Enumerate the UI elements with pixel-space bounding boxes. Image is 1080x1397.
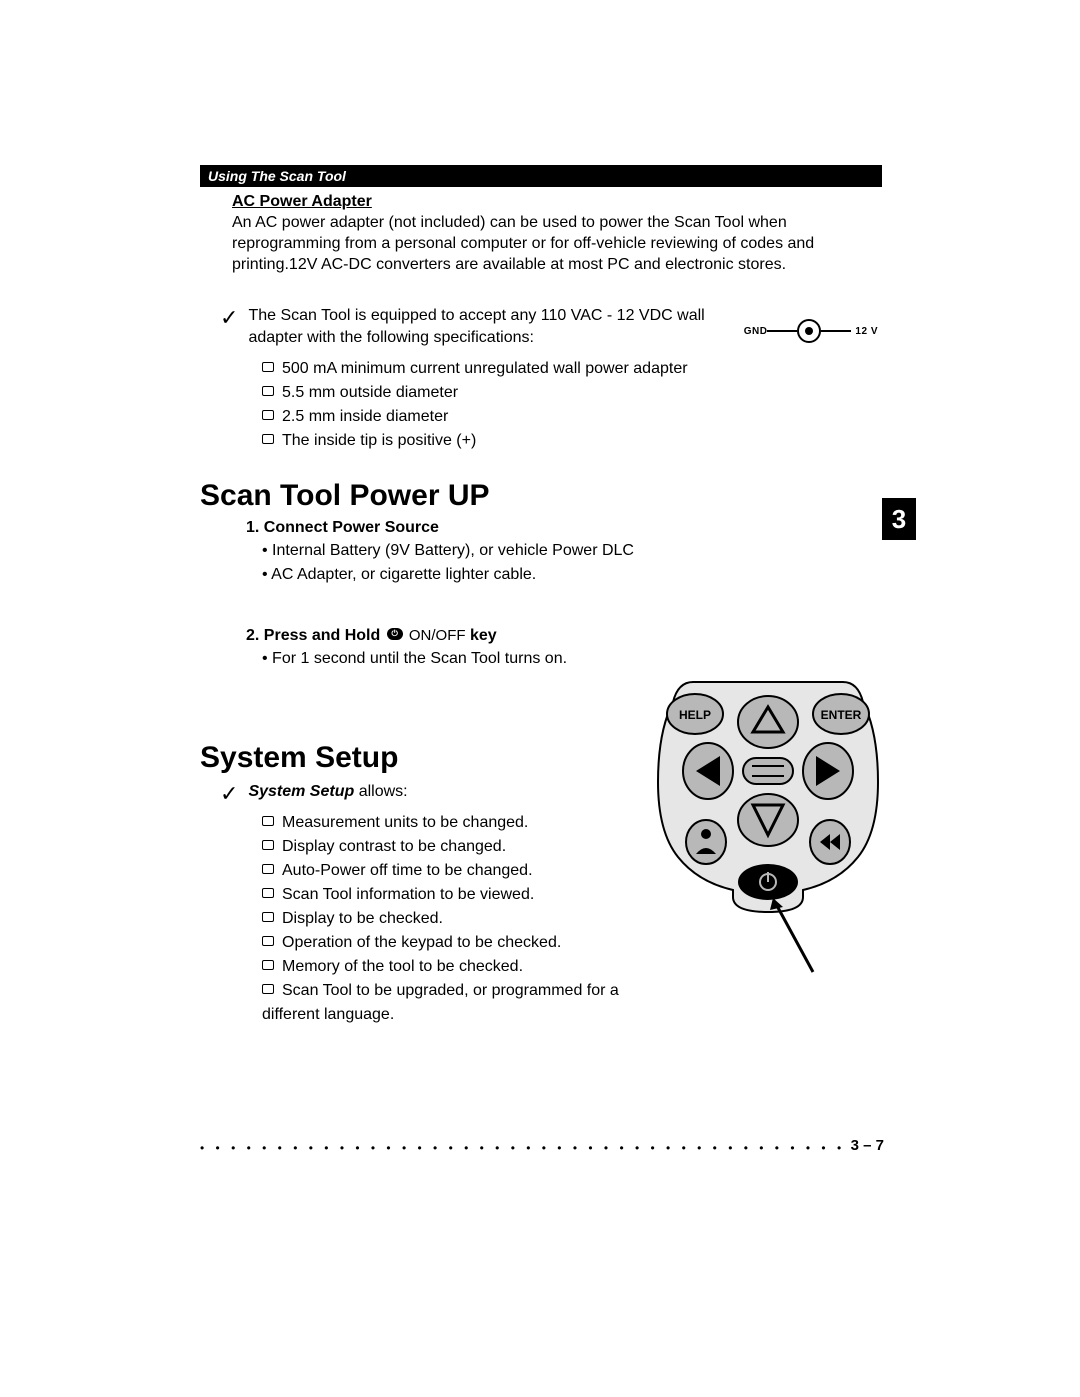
power-plug-diagram: GND 12 V: [744, 319, 878, 343]
step1-heading: 1. Connect Power Source: [246, 519, 882, 537]
step2-heading: 2. Press and Hold ON/OFF key: [246, 627, 882, 645]
user-button: [686, 820, 726, 864]
plug-12v-label: 12 V: [855, 326, 878, 337]
svg-text:ENTER: ENTER: [821, 708, 862, 722]
help-button: HELP: [667, 694, 723, 734]
plug-gnd-label: GND: [744, 326, 768, 337]
right-arrow-button: [803, 743, 853, 799]
adapter-spec-intro: The Scan Tool is equipped to accept any …: [248, 305, 739, 348]
center-pill: [743, 758, 793, 784]
left-arrow-button: [683, 743, 733, 799]
power-icon: [387, 628, 403, 640]
system-setup-item: Display to be checked.: [262, 907, 642, 931]
system-setup-item: Scan Tool information to be viewed.: [262, 883, 642, 907]
check-icon: ✓: [220, 783, 238, 805]
powerup-title: Scan Tool Power UP: [200, 479, 882, 513]
keypad-diagram: HELP ENTER: [648, 672, 888, 987]
system-setup-item: Operation of the keypad to be checked.: [262, 931, 642, 955]
ac-adapter-heading: AC Power Adapter: [232, 193, 882, 211]
step1-bullet: Internal Battery (9V Battery), or vehicl…: [262, 539, 882, 563]
system-setup-item: Display contrast to be changed.: [262, 835, 642, 859]
system-setup-item: Scan Tool to be upgraded, or programmed …: [262, 979, 642, 1027]
system-setup-intro: System Setup allows:: [248, 781, 407, 803]
system-setup-item: Auto-Power off time to be changed.: [262, 859, 642, 883]
chapter-tab: 3: [882, 498, 916, 540]
system-setup-item: Measurement units to be changed.: [262, 811, 642, 835]
spec-item: 500 mA minimum current unregulated wall …: [262, 357, 882, 381]
step1-bullet: AC Adapter, or cigarette lighter cable.: [262, 563, 882, 587]
page-number: 3 – 7: [843, 1137, 884, 1154]
spec-item: 5.5 mm outside diameter: [262, 381, 882, 405]
footer-dots: • • • • • • • • • • • • • • • • • • • • …: [200, 1141, 882, 1155]
page-header: Using The Scan Tool: [200, 165, 882, 187]
spec-item: 2.5 mm inside diameter: [262, 405, 882, 429]
step2-bullet: For 1 second until the Scan Tool turns o…: [262, 647, 882, 671]
up-arrow-button: [738, 696, 798, 748]
system-setup-item: Memory of the tool to be checked.: [262, 955, 642, 979]
power-button: [738, 864, 798, 900]
ac-adapter-paragraph: An AC power adapter (not included) can b…: [232, 213, 882, 275]
check-icon: ✓: [220, 307, 238, 329]
spec-item: The inside tip is positive (+): [262, 429, 882, 453]
enter-button: ENTER: [813, 694, 869, 734]
svg-text:HELP: HELP: [679, 708, 711, 722]
back-button: [810, 820, 850, 864]
down-arrow-button: [738, 794, 798, 846]
